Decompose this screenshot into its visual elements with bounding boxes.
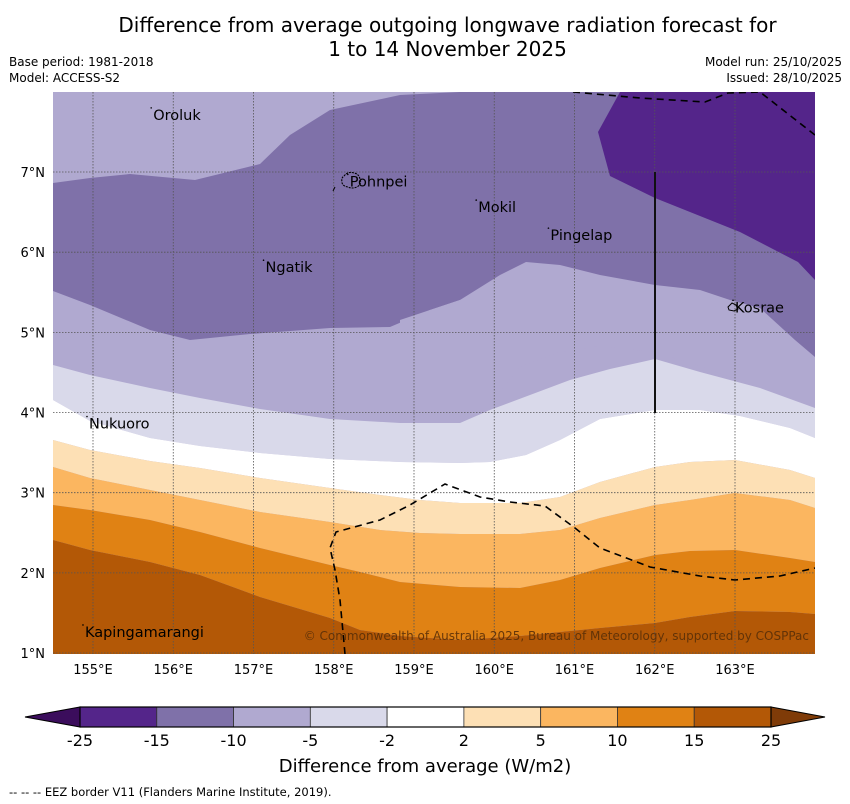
colorbar-swatch (233, 706, 311, 728)
island-dot (82, 624, 84, 626)
lat-tick-label: 3°N (21, 487, 46, 502)
colorbar-tick-label: -10 (220, 731, 246, 750)
lat-tick-label: 7°N (21, 166, 46, 181)
colorbar-title: Difference from average (W/m2) (279, 756, 571, 777)
colorbar-tick-label: 5 (536, 731, 546, 750)
colorbar-tick-label: -25 (67, 731, 93, 750)
lon-tick-label: 163°E (715, 663, 755, 678)
colorbar-tick-label: 15 (684, 731, 704, 750)
eez-border-lines (329, 92, 815, 654)
latitude-tick-labels: 7°N 6°N 5°N 4°N 3°N 2°N 1°N (21, 166, 46, 662)
band-minus2-plus2 (53, 400, 815, 503)
lon-tick-label: 158°E (314, 663, 354, 678)
colorbar-extend-max (770, 706, 826, 728)
model-name: Model: ACCESS-S2 (9, 71, 121, 85)
lon-tick-label: 157°E (234, 663, 274, 678)
lon-tick-label: 161°E (555, 663, 595, 678)
graticule (53, 92, 815, 654)
place-label-kapingamarangi: Kapingamarangi (85, 625, 204, 641)
pohnpei-island-outline (341, 171, 362, 189)
band-minus25-minus15 (598, 92, 815, 280)
eez-footnote: -- -- -- EEZ border V11 (Flanders Marine… (9, 785, 332, 799)
run-info: Model run: 25/10/2025 Issued: 28/10/2025 (705, 54, 842, 86)
colorbar: -25 -15 -10 -5 -2 2 5 10 15 25 (24, 706, 826, 750)
base-period: Base period: 1981-2018 (9, 55, 154, 69)
band-plus15-plus25 (53, 540, 815, 654)
lon-tick-label: 162°E (635, 663, 675, 678)
colorbar-swatch (386, 706, 465, 728)
colorbar-tick-label: -2 (379, 731, 395, 750)
place-label-mokil: Mokil (478, 200, 516, 216)
island-dot (262, 259, 265, 262)
lon-tick-label: 155°E (73, 663, 113, 678)
colorbar-tick-label: 2 (459, 731, 469, 750)
eez-border-north (572, 92, 815, 136)
lat-tick-label: 6°N (21, 246, 46, 261)
lon-tick-label: 159°E (394, 663, 434, 678)
island-dot (150, 107, 152, 109)
band-plus5-plus10 (53, 467, 815, 588)
lat-tick-label: 5°N (21, 326, 46, 341)
model-run-date: Model run: 25/10/2025 (704, 55, 842, 69)
ant-atoll-mark (332, 186, 336, 192)
island-dot (347, 173, 349, 176)
band-minus5-minus2 (53, 359, 815, 463)
colorbar-swatch (156, 706, 234, 728)
band-minus15-minus10 (53, 92, 815, 654)
issued-date: Issued: 28/10/2025 (726, 71, 842, 85)
colorbar-swatch (463, 706, 542, 728)
island-dot (547, 227, 550, 229)
longitude-tick-labels: 155°E 156°E 157°E 158°E 159°E 160°E 161°E 162°E… (73, 663, 755, 678)
colorbar-tick-label: -15 (144, 731, 170, 750)
place-label-pingelap: Pingelap (550, 228, 612, 244)
colorbar-swatch (309, 706, 388, 728)
lon-tick-label: 160°E (474, 663, 514, 678)
place-label-kosrae: Kosrae (735, 300, 784, 316)
place-label-oroluk: Oroluk (153, 108, 201, 124)
colorbar-swatch (693, 706, 772, 728)
colorbar-swatch (617, 706, 695, 728)
colorbar-outline (79, 706, 772, 728)
island-dot (732, 299, 734, 302)
contour-layer (53, 92, 815, 654)
place-labels: Oroluk Pohnpei Mokil Pingelap Ngatik Kosrae Nu… (82, 107, 784, 641)
lat-tick-label: 1°N (21, 647, 46, 662)
lat-tick-label: 2°N (21, 567, 46, 582)
colorbar-swatch (540, 706, 618, 728)
place-label-ngatik: Ngatik (266, 260, 314, 276)
band-plus10-plus15 (53, 505, 815, 640)
colorbar-swatch (79, 706, 158, 728)
kosrae-island-outline (727, 302, 739, 312)
title-line-1: Difference from average outgoing longwav… (118, 13, 777, 37)
copyright-notice: © Commonwealth of Australia 2025, Bureau… (304, 629, 809, 643)
colorbar-extend-min (24, 706, 81, 728)
colorbar-tick-label: 25 (761, 731, 781, 750)
island-dot (475, 199, 478, 201)
place-label-nukuoro: Nukuoro (89, 417, 150, 433)
colorbar-tick-label: 10 (607, 731, 627, 750)
lat-tick-label: 4°N (21, 407, 46, 422)
island-dot (86, 415, 88, 418)
colorbar-tick-label: -5 (302, 731, 318, 750)
map-title: Difference from average outgoing longwav… (0, 13, 850, 61)
model-info: Base period: 1981-2018 Model: ACCESS-S2 (9, 54, 154, 86)
band-minus10-minus5-east (400, 262, 815, 480)
place-label-pohnpei: Pohnpei (350, 174, 408, 190)
title-line-2: 1 to 14 November 2025 (328, 37, 567, 61)
lon-tick-label: 156°E (153, 663, 193, 678)
band-plus2-plus5 (53, 440, 815, 534)
